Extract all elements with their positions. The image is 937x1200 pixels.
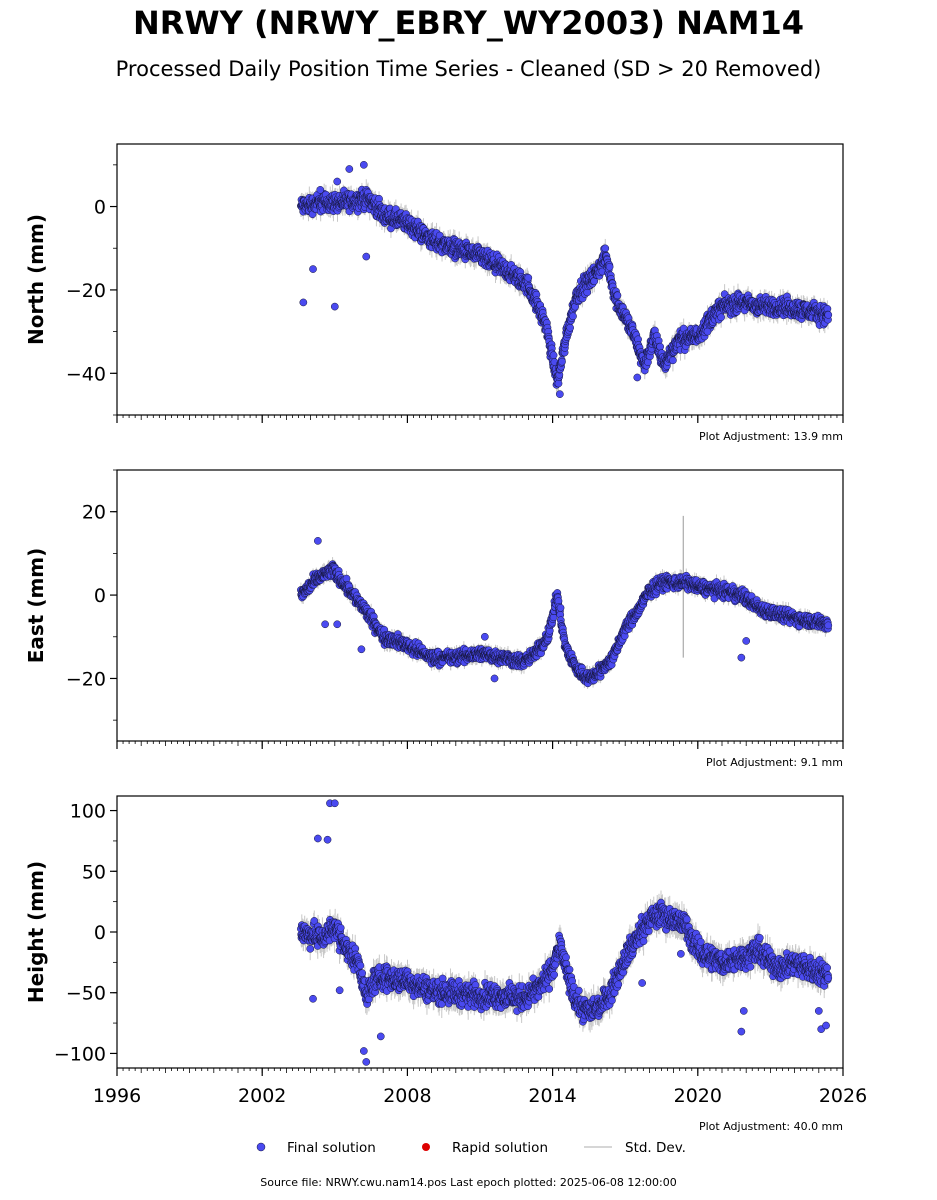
plot-area <box>297 160 833 399</box>
data-point <box>362 252 371 261</box>
data-point <box>309 265 317 273</box>
data-point <box>605 262 614 271</box>
data-point <box>524 273 533 282</box>
plot-area <box>297 515 833 689</box>
data-point <box>333 177 342 186</box>
plot-adjustment-note: Plot Adjustment: 13.9 mm <box>699 430 843 443</box>
data-point <box>601 244 610 253</box>
data-point <box>703 327 712 336</box>
data-point <box>345 165 354 173</box>
panel-1: −40 −20 0 North (mm) Plot Adjustment: 13.9 m… <box>24 143 844 443</box>
data-point <box>824 311 833 319</box>
data-point <box>717 313 725 322</box>
axes-frame <box>116 143 844 416</box>
data-point <box>566 323 574 332</box>
data-point <box>316 186 325 194</box>
data-point <box>633 373 642 382</box>
data-point <box>558 357 566 366</box>
data-point <box>669 356 677 365</box>
data-point <box>569 312 577 321</box>
data-point <box>554 379 563 388</box>
y-axis-label: North (mm) <box>24 214 48 345</box>
data-point <box>656 342 664 351</box>
y-tick-label: −40 <box>66 363 106 385</box>
data-point <box>359 160 368 169</box>
data-point <box>556 390 564 399</box>
page-title: NRWY (NRWY_EBRY_WY2003) NAM14 <box>132 4 805 42</box>
y-tick-label: 0 <box>94 197 106 219</box>
y-tick-label: −20 <box>66 280 106 302</box>
page-subtitle: Processed Daily Position Time Series - C… <box>115 57 822 81</box>
data-point <box>330 302 339 311</box>
data-point <box>613 291 622 300</box>
data-point <box>299 298 308 307</box>
data-point <box>549 351 558 360</box>
